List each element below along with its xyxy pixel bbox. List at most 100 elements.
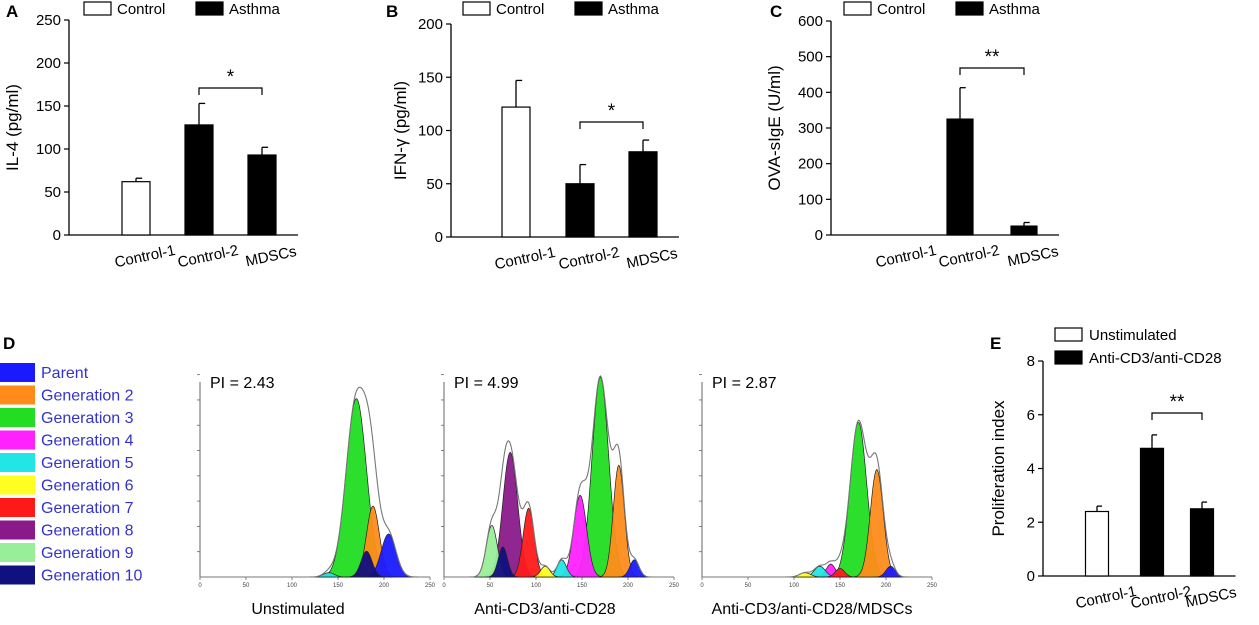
category-label: MDSCs [625,245,679,272]
y-tick-label: 50 [44,184,61,201]
y-tick-label: 600 [798,13,823,30]
y-tick-label: 200 [418,16,443,33]
y-tick-label: 200 [798,156,823,173]
histogram-envelope [444,375,674,578]
category-label: Control-2 [176,242,240,271]
chart-legend: Unstimulated Anti-CD3/anti-CD28 [1054,327,1222,367]
x-tick-label: 200 [623,583,634,589]
bracket-line [1151,412,1203,420]
peak-generation-10 [486,546,520,578]
legend-item-generation-6: Generation 6 [0,475,134,495]
y-tick-label: 300 [798,120,823,137]
legend-swatch-control [462,1,491,16]
y-axis-label: IL-4 (pg/ml) [3,84,22,171]
bar-control-1 [121,181,151,236]
bar-mdscs [1189,508,1215,577]
legend-label: Generation 4 [41,433,134,450]
legend-swatch [0,408,35,427]
legend-label: Asthma [608,1,660,18]
panel-a-letter: A [6,2,18,21]
bar-control-1 [1084,510,1110,577]
category-label: MDSCs [244,243,298,270]
legend-label: Generation 2 [41,388,134,405]
significance-label: * [608,101,616,122]
legend-label: Control [496,1,544,18]
legend-label: Generation 6 [41,478,134,495]
category-label: Control-2 [557,244,621,273]
bracket-line [959,67,1025,75]
y-tick-label: 200 [36,55,61,72]
legend-label: Anti-CD3/anti-CD28 [1089,350,1222,367]
legend-label: Generation 7 [41,500,134,517]
legend-item-generation-7: Generation 7 [0,498,134,517]
x-tick-label: 200 [881,583,892,589]
x-tick-label: 100 [531,583,542,589]
legend-swatch [0,520,35,540]
x-tick-label: 50 [487,583,494,589]
flow-plot-title: Unstimulated [251,601,344,618]
significance-label: * [227,67,235,88]
legend-item-generation-9: Generation 9 [0,543,134,562]
legend-swatch-treated [195,1,224,16]
bracket-line [579,121,644,129]
flow-plot-anti-cd3-anti-cd28-mdscs: 0 50 100 150 200 250 PI = 2.87 Anti-CD3/anti-CD… [699,374,938,618]
significance-bracket: ** [1151,392,1203,420]
y-tick-label: 400 [798,84,823,101]
bar-control-2 [565,183,595,238]
legend-swatch-stimulated [1054,350,1083,365]
legend-label: Generation 3 [41,410,134,427]
legend-label: Generation 8 [41,523,134,540]
x-tick-label: 250 [669,583,680,589]
legend-label: Control [877,1,925,18]
flow-plot-unstimulated: 0 50 100 150 200 250 PI = 2.43 Unstimulated [197,374,436,618]
proliferation-index-label: PI = 2.87 [712,375,777,392]
x-tick-label: 0 [442,583,446,589]
histogram-envelope [702,419,932,578]
significance-label: ** [985,47,1000,68]
legend-swatch-control [843,1,872,16]
significance-label: ** [1170,392,1185,413]
legend-swatch [0,363,35,382]
histogram-envelope [200,386,430,578]
x-tick-label: 150 [835,583,846,589]
flow-plot-title: Anti-CD3/anti-CD28/MDSCs [712,601,913,618]
legend-swatch [0,385,35,405]
x-tick-label: 200 [379,583,390,589]
y-tick-label: 100 [36,141,61,158]
peak-generation-10 [346,550,387,578]
generation-legend: Parent Generation 2 Generation 3 Generation… [0,363,143,585]
legend-label: Asthma [229,1,281,18]
bar-mdscs [247,154,277,236]
y-axis-label: OVA-sIgE (U/ml) [765,65,784,190]
bar-control-2 [1139,447,1165,577]
y-tick-label: 0 [1027,568,1035,585]
y-tick-label: 0 [815,227,823,244]
y-tick-label: 150 [36,98,61,115]
y-axis-label: Proliferation index [989,400,1008,537]
y-tick-label: 100 [798,191,823,208]
legend-swatch [0,543,35,562]
significance-bracket: * [198,67,263,95]
x-tick-label: 250 [425,583,436,589]
bar-mdscs [628,151,658,238]
legend-swatch-treated [574,1,603,16]
legend-swatch-control [83,1,112,16]
category-label: Control-1 [493,244,557,273]
chart-legend: Control Asthma [462,1,660,18]
y-tick-label: 250 [36,12,61,29]
y-tick-label: 150 [418,69,443,86]
bar-control-2 [184,124,214,236]
legend-item-generation-2: Generation 2 [0,385,134,405]
y-tick-label: 8 [1027,353,1035,370]
y-tick-label: 0 [435,229,443,246]
panel-e-letter: E [990,334,1001,353]
significance-bracket: * [579,101,644,129]
y-tick-label: 6 [1027,407,1035,424]
legend-label: Generation 9 [41,545,134,562]
x-tick-label: 150 [577,583,588,589]
category-label: MDSCs [1006,243,1060,270]
legend-label: Generation 10 [41,568,143,585]
chart-c: 0 100 200 300 400 500 600 OVA-sIgE (U/ml) Contro… [765,1,1060,271]
